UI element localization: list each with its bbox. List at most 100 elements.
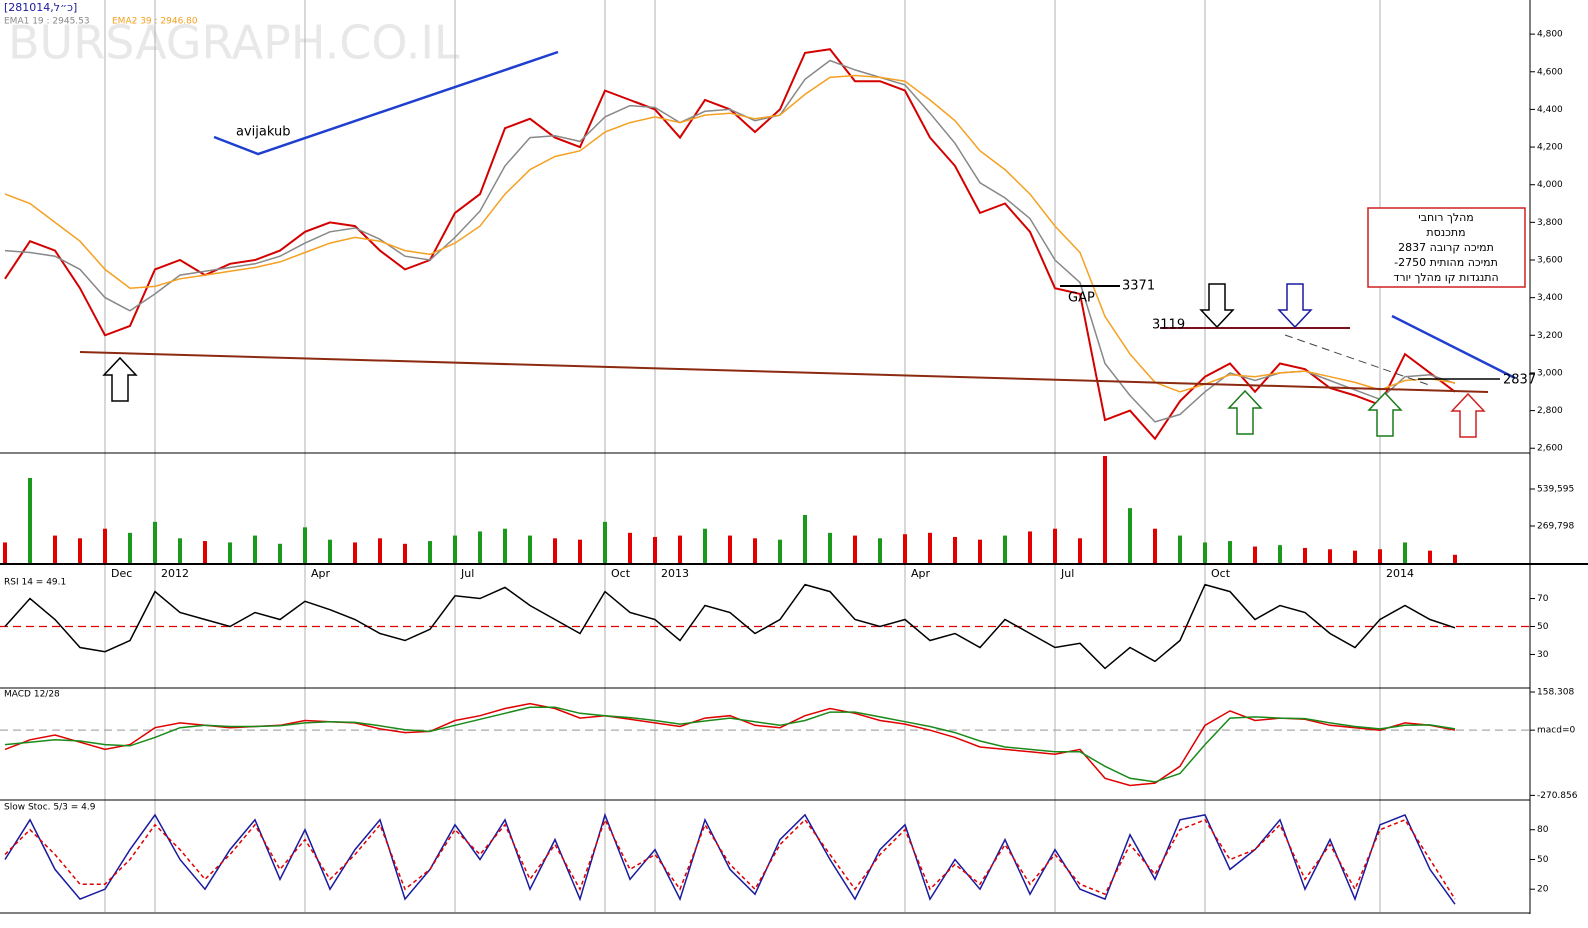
y-tick-label: 70	[1537, 594, 1549, 604]
trend-line	[213, 50, 559, 156]
grid-layer: Dec 2012 Apr Jul Oct 2013 Apr Jul Oct 2014 2,600 2,…	[0, 0, 1578, 912]
bar	[1228, 541, 1232, 563]
note-line: מהלך רוחבי	[1418, 211, 1474, 224]
y-tick-label: 20	[1537, 885, 1549, 895]
series-line	[4, 74, 1456, 393]
bar	[553, 538, 557, 563]
arrow-up	[1450, 392, 1486, 438]
legend-entry: EMA2 39 : 2946.80	[112, 17, 198, 27]
bar	[503, 528, 507, 563]
downtrend-line	[1391, 314, 1516, 380]
bar	[1453, 554, 1457, 563]
bar	[878, 538, 882, 563]
y-tick-label: 539,595	[1537, 484, 1574, 494]
y-tick-label: 4,200	[1537, 143, 1563, 153]
arrow-up	[1227, 389, 1263, 435]
y-tick-label: 3,200	[1537, 331, 1563, 341]
bar	[1153, 528, 1157, 563]
bar	[278, 543, 282, 563]
series-line	[4, 817, 1456, 900]
y-tick-label: 158.308	[1537, 688, 1574, 698]
bar	[478, 531, 482, 563]
bar	[1253, 546, 1257, 563]
bar	[178, 538, 182, 563]
x-tick-label: Jul	[1060, 567, 1074, 580]
series-line	[4, 583, 1456, 670]
annotation: 3119	[1152, 318, 1185, 333]
note-box	[1367, 207, 1526, 288]
bar	[628, 532, 632, 563]
panel-title: RSI 14 = 49.1	[4, 578, 66, 588]
series-line	[4, 706, 1456, 783]
bar	[1278, 545, 1282, 563]
bar	[203, 541, 207, 563]
x-tick-label: 2012	[161, 567, 189, 580]
bar	[653, 536, 657, 563]
bar	[428, 541, 432, 563]
y-tick-label: 80	[1537, 825, 1549, 835]
bar	[828, 532, 832, 563]
bar	[928, 532, 932, 563]
bar	[803, 515, 807, 563]
panel-title: MACD 12/28	[4, 690, 60, 700]
x-tick-label: 2013	[661, 567, 689, 580]
x-tick-label: Apr	[311, 567, 331, 580]
annotation: 3371	[1122, 279, 1155, 294]
y-tick-label: 50	[1537, 622, 1549, 632]
y-tick-label: -270.856	[1537, 791, 1578, 801]
bar	[228, 542, 232, 563]
arrow-down	[1277, 283, 1313, 329]
bar	[28, 477, 32, 563]
series-line	[4, 59, 1456, 423]
bar	[253, 535, 257, 563]
annotation: GAP	[1068, 291, 1095, 306]
bar	[778, 539, 782, 563]
bar	[1428, 550, 1432, 563]
bar	[403, 543, 407, 563]
bar	[328, 539, 332, 563]
bar	[128, 532, 132, 563]
bar	[303, 527, 307, 563]
y-tick-label: 3,600	[1537, 256, 1563, 266]
y-tick-label: 4,000	[1537, 180, 1563, 190]
bar	[703, 528, 707, 563]
bar	[603, 521, 607, 563]
bar	[953, 536, 957, 563]
x-tick-label: Oct	[611, 567, 631, 580]
bar	[1178, 535, 1182, 563]
note-text: מהלך רוחבי מתכנסת תמיכה קרובה 2837 תמיכה…	[1393, 211, 1498, 284]
arrow-down	[1199, 283, 1235, 329]
bar	[1103, 456, 1107, 563]
bar	[153, 521, 157, 563]
support-line	[79, 351, 1489, 393]
x-tick-label: Jul	[460, 567, 474, 580]
bar	[1303, 547, 1307, 563]
y-tick-label: 3,400	[1537, 293, 1563, 303]
y-tick-label: 2,600	[1537, 444, 1563, 454]
y-tick-label: 50	[1537, 855, 1549, 865]
note-line: תמיכה מהותית 2750-	[1394, 256, 1498, 269]
bar	[378, 538, 382, 563]
bar	[853, 535, 857, 563]
annotation: 2837	[1503, 373, 1536, 388]
bar	[978, 539, 982, 563]
panel-title: Slow Stoc. 5/3 = 4.9	[4, 803, 96, 813]
legend-entry: EMA1 19 : 2945.53	[4, 17, 90, 27]
y-tick-label: 3,000	[1537, 368, 1563, 378]
y-tick-label: 4,800	[1537, 30, 1563, 40]
y-tick-label: 3,800	[1537, 218, 1563, 228]
y-tick-label: 2,800	[1537, 406, 1563, 416]
note-line: תמיכה קרובה 2837	[1398, 241, 1494, 254]
bar	[678, 535, 682, 563]
bar	[528, 535, 532, 563]
bar	[1053, 528, 1057, 563]
marks-layer	[3, 48, 1457, 905]
bar	[3, 542, 7, 563]
x-tick-label: Dec	[111, 567, 132, 580]
bar	[353, 542, 357, 563]
bar	[103, 528, 107, 563]
chart-title: [281014,כ״ל]	[4, 1, 77, 14]
